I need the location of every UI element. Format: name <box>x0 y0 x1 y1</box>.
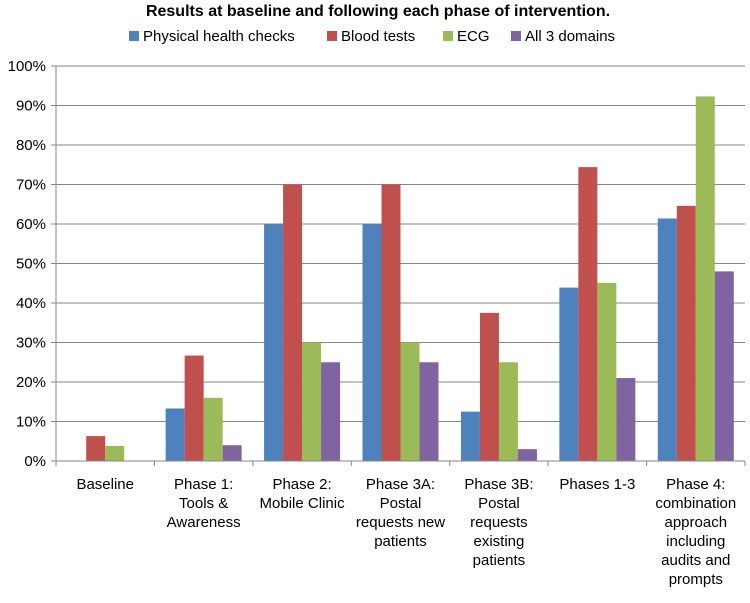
x-category-label-line: combination <box>655 495 736 512</box>
bar <box>559 287 579 461</box>
bar <box>578 167 598 461</box>
bar <box>264 224 284 461</box>
legend-label: All 3 domains <box>525 28 615 45</box>
bar <box>695 96 715 461</box>
bar <box>321 362 341 461</box>
x-category-label-line: Phase 2: <box>272 476 331 493</box>
bar <box>657 218 677 461</box>
x-axis: Baseline Phase 1: Tools & Awareness Phase 2:… <box>55 460 746 588</box>
legend-swatch <box>129 31 139 41</box>
x-category-label-line: Phase 3A: <box>366 476 435 493</box>
x-category-label: Phase 2: Mobile Clinic <box>260 476 346 512</box>
x-category-label-line: Postal <box>380 495 422 512</box>
legend: Physical health checks Blood tests ECG All … <box>129 28 615 45</box>
x-category-label: Phase 4: combination approach including audi… <box>655 476 736 588</box>
x-category-label-line: Postal <box>478 495 520 512</box>
bar <box>165 408 185 461</box>
bar <box>105 445 125 461</box>
bar <box>381 184 401 461</box>
x-category-label-line: including <box>666 533 725 550</box>
x-category-label-line: Phase 3B: <box>464 476 533 493</box>
x-category-label: Phase 1: Tools & Awareness <box>167 476 241 531</box>
bar <box>283 184 303 461</box>
x-category-label: Phase 3A: Postal requests new patients <box>356 476 445 550</box>
legend-swatch <box>443 31 453 41</box>
bar <box>517 449 537 461</box>
y-tick-label: 100% <box>8 58 46 75</box>
chart-title: Results at baseline and following each p… <box>146 3 610 20</box>
x-category-label-line: Awareness <box>167 514 241 531</box>
x-category-label-line: Mobile Clinic <box>260 495 346 512</box>
x-category-label-line: Baseline <box>76 476 134 493</box>
x-category-label-line: audits and <box>661 552 730 569</box>
bar <box>676 205 696 461</box>
legend-label: Physical health checks <box>143 28 295 45</box>
y-axis: 0% 10% 20% 30% 40% 50% 60% 70% 80% 90% 100% <box>8 58 57 470</box>
x-category-label-line: approach <box>665 514 728 531</box>
bar <box>302 342 322 461</box>
legend-label: ECG <box>457 28 490 45</box>
bar <box>597 282 617 461</box>
x-category-label: Phase 3B: Postal requests existing patients <box>464 476 533 569</box>
y-tick-label: 60% <box>16 216 46 233</box>
bar <box>362 224 382 461</box>
y-tick-label: 20% <box>16 374 46 391</box>
bar <box>203 397 223 461</box>
x-category-label: Phases 1-3 <box>559 476 635 493</box>
bar <box>714 271 734 461</box>
x-category-label-line: patients <box>473 552 526 569</box>
bar <box>498 362 518 461</box>
x-category-label-line: patients <box>374 533 427 550</box>
bar <box>616 378 636 461</box>
bar <box>86 436 106 461</box>
bar <box>400 342 420 461</box>
y-tick-label: 80% <box>16 137 46 154</box>
y-tick-label: 30% <box>16 335 46 352</box>
y-tick-label: 90% <box>16 98 46 115</box>
x-category-label-line: Phase 4: <box>666 476 725 493</box>
bar <box>419 362 439 461</box>
legend-swatch <box>511 31 521 41</box>
x-category-label-line: existing <box>473 533 524 550</box>
y-tick-label: 40% <box>16 295 46 312</box>
bar <box>479 312 499 461</box>
y-tick-label: 0% <box>24 453 46 470</box>
x-category-label-line: requests <box>470 514 528 531</box>
x-category-label-line: Phase 1: <box>174 476 233 493</box>
bar <box>460 411 480 461</box>
x-category-label-line: requests new <box>356 514 445 531</box>
x-category-label-line: Tools & <box>179 495 228 512</box>
y-tick-label: 10% <box>16 414 46 431</box>
x-category-label-line: Phases 1-3 <box>559 476 635 493</box>
bar <box>184 355 204 461</box>
bar <box>222 445 242 461</box>
bars <box>86 96 734 461</box>
y-tick-label: 70% <box>16 177 46 194</box>
legend-label: Blood tests <box>341 28 415 45</box>
x-category-label: Baseline <box>76 476 134 493</box>
legend-swatch <box>327 31 337 41</box>
y-tick-label: 50% <box>16 256 46 273</box>
x-category-label-line: prompts <box>669 571 723 588</box>
